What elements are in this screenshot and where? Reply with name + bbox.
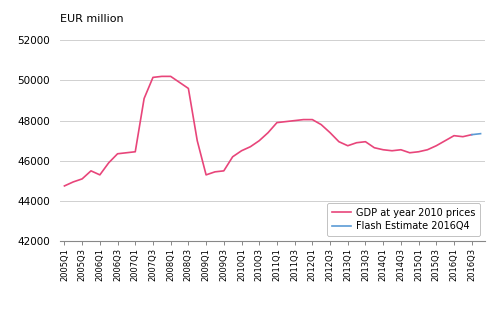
Line: GDP at year 2010 prices: GDP at year 2010 prices — [64, 76, 472, 186]
GDP at year 2010 prices — [106, 161, 112, 165]
GDP at year 2010 prices — [186, 86, 192, 90]
GDP at year 2010 prices — [451, 134, 457, 138]
GDP at year 2010 prices — [176, 80, 182, 84]
GDP at year 2010 prices — [88, 169, 94, 173]
GDP at year 2010 prices — [274, 121, 280, 125]
GDP at year 2010 prices — [416, 150, 422, 154]
GDP at year 2010 prices — [327, 131, 333, 135]
GDP at year 2010 prices — [97, 173, 103, 177]
GDP at year 2010 prices — [336, 140, 342, 144]
GDP at year 2010 prices — [256, 139, 262, 143]
Flash Estimate 2016Q4 — [468, 133, 474, 137]
GDP at year 2010 prices — [159, 74, 165, 78]
GDP at year 2010 prices — [212, 170, 218, 174]
GDP at year 2010 prices — [310, 118, 316, 122]
GDP at year 2010 prices — [318, 123, 324, 127]
GDP at year 2010 prices — [354, 141, 360, 145]
Text: EUR million: EUR million — [60, 14, 124, 24]
GDP at year 2010 prices — [389, 149, 395, 153]
GDP at year 2010 prices — [79, 177, 85, 181]
GDP at year 2010 prices — [221, 169, 227, 173]
GDP at year 2010 prices — [460, 135, 466, 139]
GDP at year 2010 prices — [362, 140, 368, 144]
GDP at year 2010 prices — [283, 120, 289, 124]
GDP at year 2010 prices — [292, 119, 298, 123]
GDP at year 2010 prices — [132, 150, 138, 154]
GDP at year 2010 prices — [194, 139, 200, 143]
GDP at year 2010 prices — [468, 133, 474, 137]
GDP at year 2010 prices — [150, 75, 156, 79]
GDP at year 2010 prices — [442, 139, 448, 143]
GDP at year 2010 prices — [62, 184, 68, 188]
GDP at year 2010 prices — [372, 146, 378, 150]
GDP at year 2010 prices — [424, 148, 430, 152]
GDP at year 2010 prices — [300, 118, 306, 122]
GDP at year 2010 prices — [230, 155, 235, 159]
GDP at year 2010 prices — [380, 148, 386, 152]
GDP at year 2010 prices — [70, 180, 76, 184]
GDP at year 2010 prices — [141, 96, 147, 100]
Legend: GDP at year 2010 prices, Flash Estimate 2016Q4: GDP at year 2010 prices, Flash Estimate … — [326, 203, 480, 236]
GDP at year 2010 prices — [434, 144, 440, 148]
GDP at year 2010 prices — [406, 151, 412, 155]
GDP at year 2010 prices — [398, 148, 404, 152]
Line: Flash Estimate 2016Q4: Flash Estimate 2016Q4 — [472, 134, 480, 135]
GDP at year 2010 prices — [203, 173, 209, 177]
GDP at year 2010 prices — [114, 152, 120, 156]
GDP at year 2010 prices — [238, 149, 244, 153]
Flash Estimate 2016Q4 — [478, 132, 484, 136]
GDP at year 2010 prices — [124, 151, 130, 155]
GDP at year 2010 prices — [248, 145, 254, 149]
GDP at year 2010 prices — [168, 74, 173, 78]
GDP at year 2010 prices — [265, 131, 271, 135]
GDP at year 2010 prices — [345, 144, 351, 148]
